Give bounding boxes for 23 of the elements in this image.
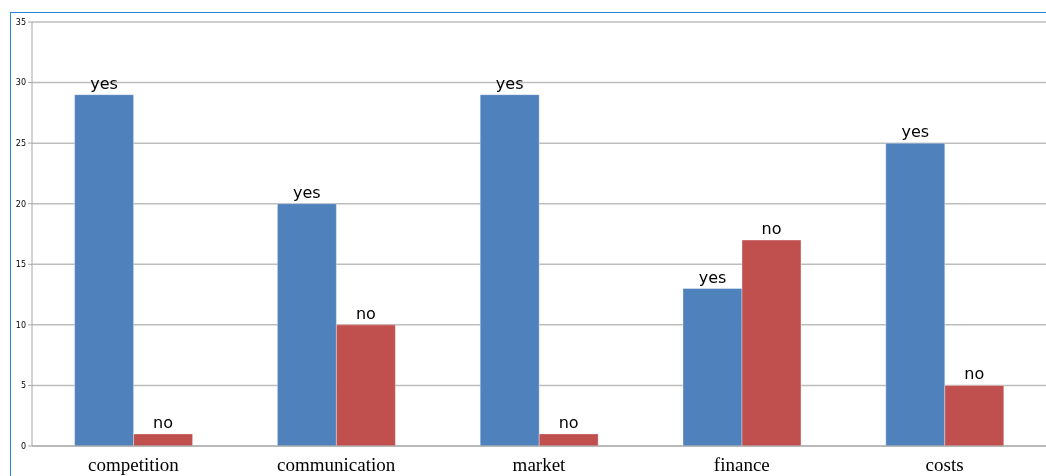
y-tick-label: 10	[15, 320, 26, 330]
x-tick-label: costs	[925, 454, 964, 476]
text: no	[558, 412, 579, 432]
y-tick-label: 5	[20, 381, 26, 391]
y-tick-label: 15	[15, 260, 26, 270]
x-tick-label: communication	[277, 454, 396, 476]
text: yes	[293, 182, 321, 202]
text: yes	[901, 122, 930, 142]
text: no	[964, 364, 985, 384]
text: yes	[495, 73, 524, 93]
y-tick-label: 35	[15, 17, 26, 27]
x-tick-label: finance	[713, 454, 770, 476]
x-tick-label: market	[512, 454, 567, 476]
text: no	[355, 303, 376, 323]
y-tick-label: 20	[15, 199, 26, 209]
y-tick-label: 30	[15, 78, 26, 88]
series-label: no	[153, 412, 174, 432]
text: yes	[698, 267, 727, 287]
text: no	[761, 219, 782, 239]
x-tick-label: competition	[88, 454, 180, 476]
series-label: yes	[90, 73, 118, 93]
y-tick-label: 25	[15, 138, 26, 148]
y-tick-label: 0	[20, 441, 26, 451]
